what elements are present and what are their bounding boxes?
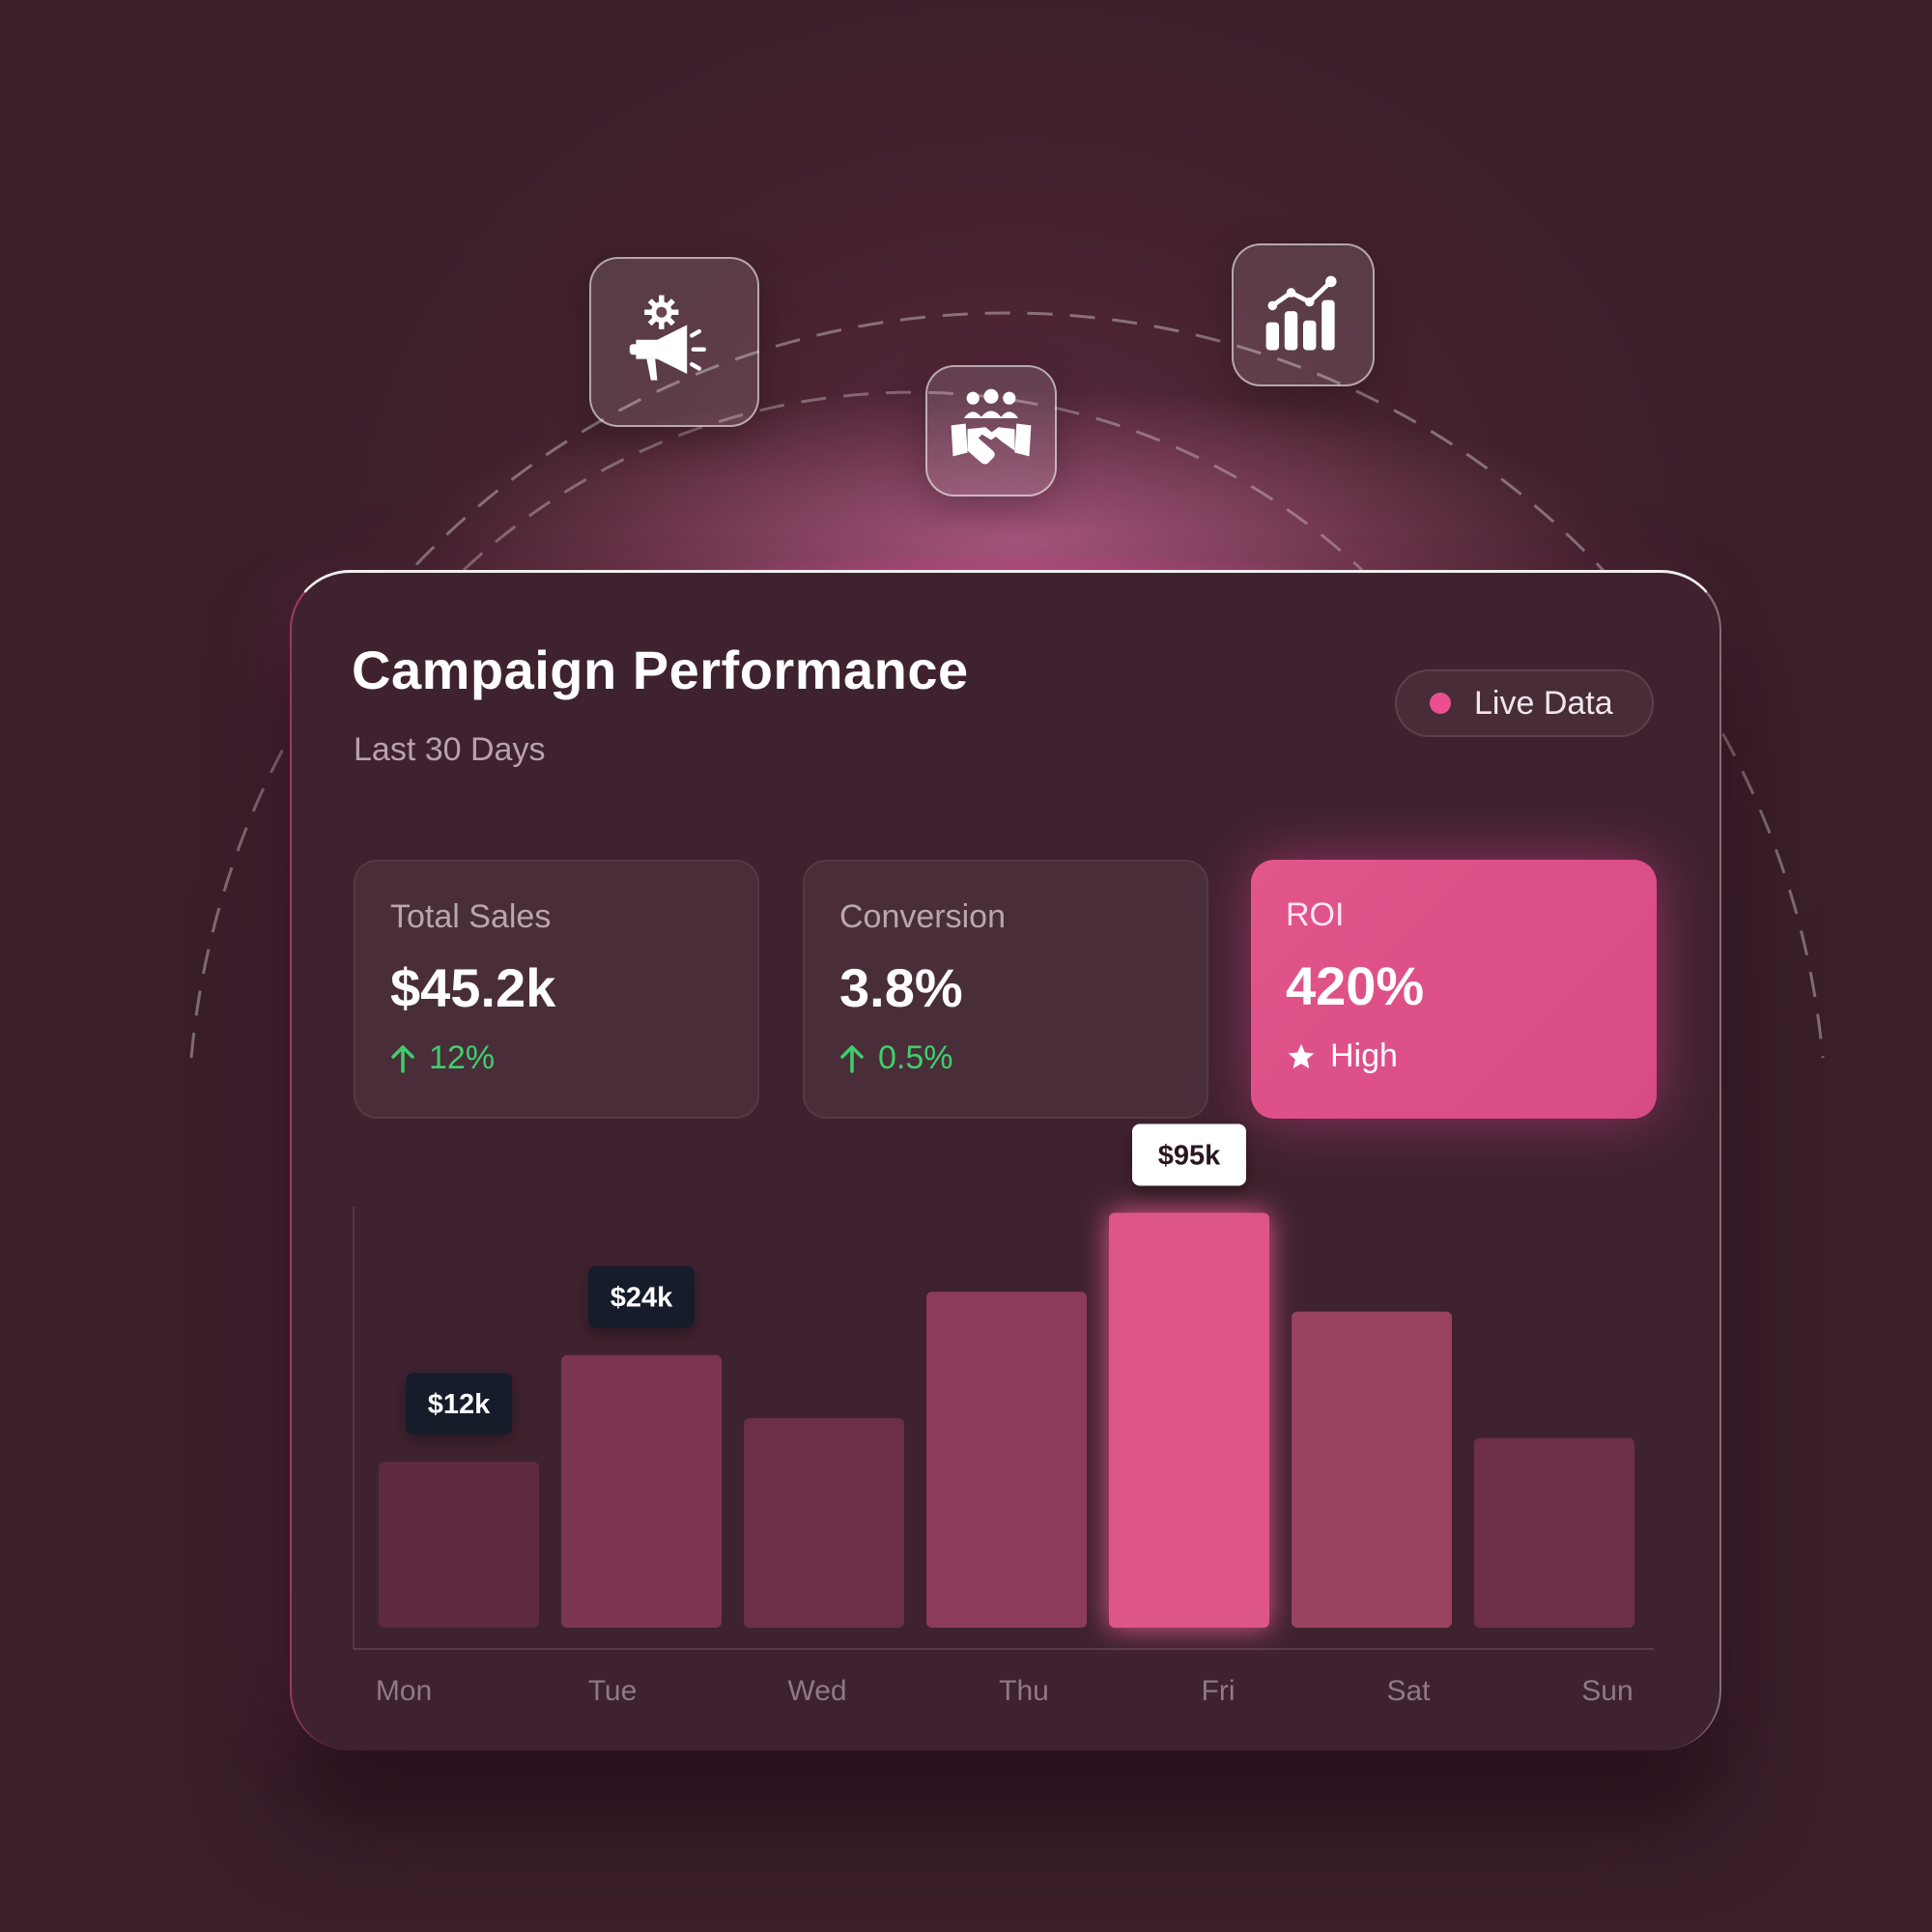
stat-card-total-sales[interactable]: Total Sales $45.2k 12%: [354, 860, 759, 1119]
chart-bar-tue[interactable]: [561, 1354, 722, 1628]
x-tick-label: Fri: [1202, 1675, 1236, 1707]
star-icon: [1288, 1043, 1315, 1068]
live-indicator-dot: [1430, 693, 1451, 714]
x-tick-label: Mon: [376, 1675, 432, 1707]
chart-bar-wed[interactable]: [744, 1418, 904, 1628]
stat-value: 3.8%: [839, 957, 963, 1018]
arrow-up-icon: [840, 1044, 864, 1073]
marketing-icon-tile[interactable]: [589, 257, 759, 427]
stat-label: Total Sales: [390, 898, 552, 935]
weekly-bar-chart: Mon Tue Wed Thu Fri Sat Sun $12k $24k $95k: [353, 1123, 1654, 1707]
page-title: Campaign Performance: [352, 639, 969, 700]
stat-change-value: 0.5%: [878, 1039, 953, 1076]
value-tooltip-tue: $24k: [588, 1265, 695, 1328]
tooltip-value: $24k: [611, 1283, 673, 1314]
value-tooltip-mon: $12k: [406, 1373, 512, 1435]
chart-bar-mon[interactable]: [379, 1462, 539, 1628]
stat-value: $45.2k: [390, 957, 556, 1018]
team-handshake-icon: [951, 388, 1032, 465]
chart-bar-sat[interactable]: [1292, 1311, 1452, 1628]
tooltip-box: [406, 1373, 512, 1435]
x-tick-label: Tue: [588, 1675, 638, 1707]
tooltip-value: $95k: [1158, 1140, 1221, 1171]
live-data-label: Live Data: [1474, 684, 1613, 722]
stat-badge: High: [1286, 1037, 1398, 1075]
megaphone-gear-icon: [629, 295, 706, 381]
orbit-arc-inner: [462, 390, 1364, 572]
x-tick-label: Sun: [1581, 1675, 1633, 1707]
tooltip-value: $12k: [428, 1389, 491, 1420]
x-tick-label: Wed: [787, 1675, 846, 1707]
stat-badge-label: High: [1330, 1037, 1398, 1074]
stat-value: 420%: [1286, 955, 1425, 1016]
x-tick-label: Thu: [999, 1675, 1049, 1707]
arrow-up-icon: [391, 1044, 414, 1073]
chart-bar-sun[interactable]: [1474, 1437, 1634, 1628]
stat-label: ROI: [1286, 896, 1345, 933]
x-tick-label: Sat: [1386, 1675, 1431, 1707]
growth-chart-icon: [1265, 275, 1337, 351]
value-tooltip-fri: $95k: [1132, 1123, 1246, 1186]
tooltip-box: [588, 1265, 695, 1328]
stat-card-conversion[interactable]: Conversion 3.8% 0.5%: [803, 860, 1208, 1119]
stat-label: Conversion: [839, 898, 1006, 935]
stat-change: 12%: [390, 1039, 495, 1077]
analytics-icon-tile[interactable]: [1232, 243, 1375, 386]
tooltip-box: [1132, 1123, 1246, 1186]
campaign-card: Campaign Performance Last 30 Days Live D…: [290, 570, 1721, 1750]
stat-change: 0.5%: [839, 1039, 953, 1077]
chart-bar-fri[interactable]: [1109, 1212, 1269, 1628]
stat-change-value: 12%: [429, 1039, 496, 1076]
live-data-badge[interactable]: Live Data: [1395, 669, 1654, 737]
date-range-label: Last 30 Days: [354, 731, 546, 768]
stat-card-roi[interactable]: ROI 420% High: [1251, 860, 1657, 1119]
chart-bar-thu[interactable]: [926, 1292, 1087, 1628]
team-icon-tile[interactable]: [925, 365, 1057, 497]
